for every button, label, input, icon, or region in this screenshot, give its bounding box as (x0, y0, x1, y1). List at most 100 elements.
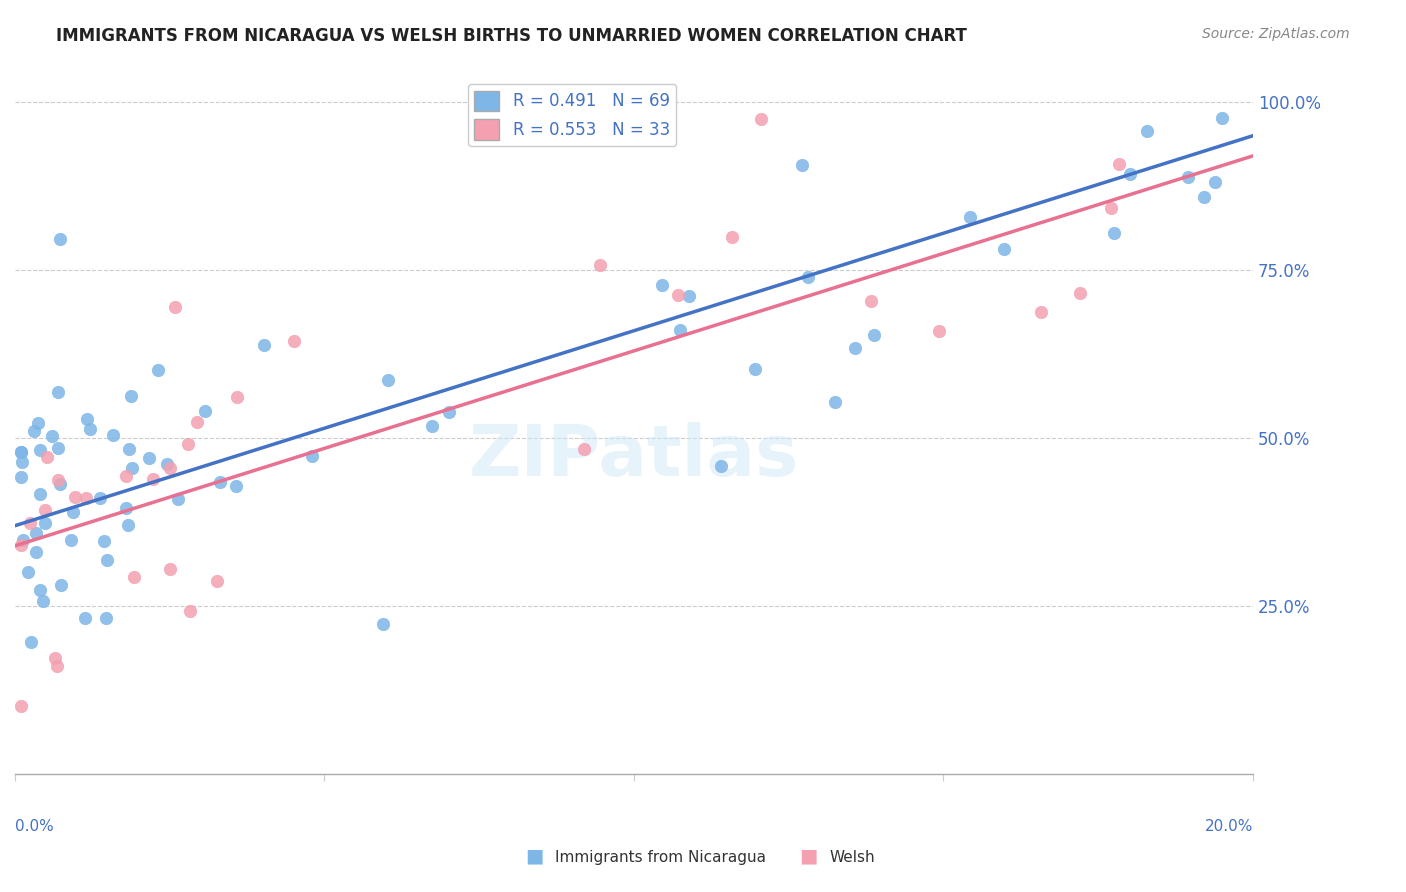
Point (253, 337, 276, 351)
Point (588, 258, 610, 272)
Point (120, 389, 142, 403)
Point (420, 419, 443, 434)
Point (959, 210, 981, 224)
Point (928, 324, 950, 338)
Point (20, 635, 42, 649)
Point (115, 469, 138, 483)
Point (301, 449, 323, 463)
Point (138, 450, 160, 465)
Point (194, 404, 217, 418)
Point (63, 490, 86, 504)
Point (1069, 285, 1091, 300)
Text: ■: ■ (799, 847, 818, 865)
Point (30, 487, 52, 501)
Point (94, 610, 117, 624)
Point (167, 492, 190, 507)
Point (1211, 111, 1233, 125)
Point (17, 565, 39, 579)
Point (49, 477, 72, 491)
Point (720, 230, 742, 244)
Point (49, 232, 72, 246)
Point (35, 450, 58, 464)
Point (790, 157, 813, 171)
Point (165, 300, 187, 314)
Point (122, 570, 145, 584)
Point (437, 405, 460, 419)
Point (179, 604, 201, 618)
Point (710, 459, 733, 474)
Point (10, 538, 32, 552)
Point (30, 443, 52, 458)
Point (572, 442, 595, 457)
Point (1194, 190, 1216, 204)
Point (225, 479, 247, 493)
Point (651, 278, 673, 293)
Text: Welsh: Welsh (830, 850, 875, 865)
Point (101, 427, 124, 442)
Point (377, 374, 399, 388)
Point (225, 390, 247, 404)
Text: Source: ZipAtlas.com: Source: ZipAtlas.com (1202, 27, 1350, 41)
Point (159, 562, 181, 576)
Point (73, 611, 96, 625)
Point (159, 460, 181, 475)
Point (46, 658, 69, 673)
Point (46, 473, 69, 487)
Point (34, 503, 56, 517)
Point (142, 472, 165, 486)
Point (859, 293, 882, 308)
Point (27, 416, 49, 430)
Point (22, 424, 45, 438)
Point (146, 363, 169, 377)
Text: 0.0%: 0.0% (15, 819, 53, 834)
Point (10, 444, 32, 458)
Point (669, 322, 692, 336)
Point (1031, 305, 1053, 319)
Point (993, 242, 1015, 256)
Point (41, 428, 63, 442)
Point (1119, 167, 1142, 181)
Text: ZIPatlas: ZIPatlas (468, 422, 799, 491)
Point (46, 441, 69, 455)
Point (44, 651, 66, 665)
Point (1108, 157, 1130, 171)
Point (93, 533, 115, 548)
Text: Immigrants from Nicaragua: Immigrants from Nicaragua (555, 850, 766, 865)
Point (31, 593, 53, 607)
Point (96, 553, 118, 567)
Point (75, 491, 97, 506)
Legend: R = 0.491   N = 69, R = 0.553   N = 33: R = 0.491 N = 69, R = 0.553 N = 33 (468, 84, 676, 146)
Point (25, 545, 48, 559)
Point (89, 491, 111, 505)
Point (1136, 123, 1159, 137)
Point (1204, 175, 1226, 189)
Point (62, 505, 84, 519)
Point (283, 334, 305, 348)
Point (11, 455, 34, 469)
Point (844, 341, 866, 355)
Point (208, 475, 231, 489)
Point (10, 445, 32, 459)
Point (79, 422, 101, 436)
Point (13, 533, 35, 547)
Text: ■: ■ (524, 847, 544, 865)
Point (797, 270, 820, 285)
Point (121, 461, 143, 475)
Point (25, 526, 48, 541)
Point (51, 578, 73, 592)
Point (678, 289, 700, 303)
Point (156, 457, 179, 471)
Point (60, 533, 83, 547)
Point (1099, 202, 1122, 216)
Point (371, 616, 394, 631)
Point (751, 112, 773, 127)
Point (186, 416, 208, 430)
Point (1177, 170, 1199, 185)
Point (10, 698, 32, 713)
Point (76, 412, 98, 426)
Text: 20.0%: 20.0% (1205, 819, 1253, 834)
Point (824, 395, 846, 409)
Point (205, 574, 228, 588)
Point (863, 328, 886, 343)
Point (666, 288, 689, 302)
